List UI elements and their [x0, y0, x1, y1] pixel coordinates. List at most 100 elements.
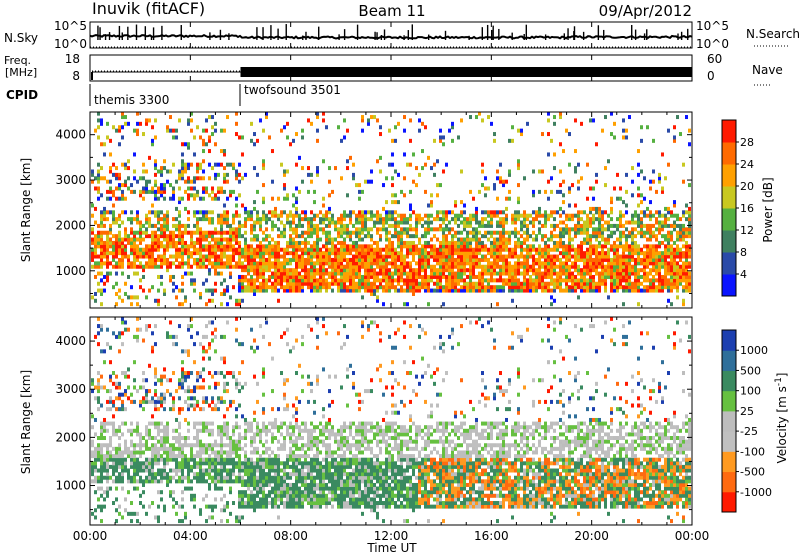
velocity-cell	[103, 505, 106, 509]
nsearch-tick-top: 10^5	[696, 19, 729, 33]
power-cell	[337, 258, 340, 262]
power-cell	[649, 251, 652, 255]
power-cell	[373, 115, 376, 119]
power-cell	[625, 282, 628, 286]
power-cell	[442, 255, 445, 259]
velocity-cell	[187, 349, 190, 353]
velocity-cell	[181, 490, 184, 494]
power-cell	[400, 221, 403, 225]
power-cell	[322, 278, 325, 282]
power-cell	[469, 251, 472, 255]
power-cell	[265, 238, 268, 242]
power-cell	[544, 214, 547, 218]
power-cell	[256, 238, 259, 242]
power-cell	[454, 204, 457, 208]
power-cell	[520, 251, 523, 255]
power-cell	[472, 214, 475, 218]
power-cell	[142, 169, 145, 173]
velocity-cell	[190, 389, 193, 393]
power-cell	[418, 285, 421, 289]
power-cell	[340, 248, 343, 252]
power-cell	[145, 261, 148, 265]
power-cell	[214, 251, 217, 255]
power-cell	[598, 227, 601, 231]
power-cell	[223, 289, 226, 293]
velocity-cell	[115, 508, 118, 512]
power-cell	[577, 248, 580, 252]
power-cell	[586, 217, 589, 221]
power-cell	[295, 272, 298, 276]
power-cell	[274, 289, 277, 293]
power-cell	[193, 244, 196, 248]
velocity-cell	[112, 461, 115, 465]
power-cell	[217, 265, 220, 269]
power-cell	[94, 255, 97, 259]
power-cell	[262, 282, 265, 286]
power-cell	[577, 251, 580, 255]
power-cell	[94, 251, 97, 255]
power-cell	[643, 244, 646, 248]
power-cell	[124, 234, 127, 238]
power-cell	[151, 142, 154, 146]
power-cell	[646, 248, 649, 252]
power-cell	[319, 217, 322, 221]
velocity-cell	[121, 465, 124, 469]
power-cell	[106, 234, 109, 238]
power-cell	[682, 251, 685, 255]
power-cell	[658, 265, 661, 269]
power-cell	[139, 238, 142, 242]
power-cell	[565, 255, 568, 259]
power-cell	[631, 289, 634, 293]
power-cell	[478, 224, 481, 228]
power-cell	[367, 180, 370, 184]
velocity-cell	[115, 447, 118, 451]
power-cell	[388, 251, 391, 255]
power-cell	[220, 302, 223, 306]
power-cell	[460, 255, 463, 259]
power-cell	[256, 210, 259, 214]
power-cell	[379, 255, 382, 259]
velocity-cell	[172, 371, 175, 375]
power-cell	[514, 268, 517, 272]
power-cell	[502, 258, 505, 262]
velocity-cell	[115, 487, 118, 491]
power-cell	[619, 234, 622, 238]
power-cell	[292, 193, 295, 197]
power-cell	[178, 234, 181, 238]
power-cell	[577, 272, 580, 276]
velocity-cell	[106, 443, 109, 447]
power-cell	[571, 244, 574, 248]
velocity-cell	[166, 472, 169, 476]
power-cell	[235, 302, 238, 306]
power-cell	[532, 272, 535, 276]
power-cell	[400, 190, 403, 194]
power-cell	[649, 248, 652, 252]
power-cell	[184, 190, 187, 194]
power-cell	[478, 285, 481, 289]
power-cell	[172, 241, 175, 245]
power-cell	[340, 282, 343, 286]
power-cell	[478, 272, 481, 276]
power-cell	[139, 227, 142, 231]
power-cell	[283, 272, 286, 276]
power-cell	[676, 214, 679, 218]
velocity-cell	[163, 447, 166, 451]
power-cell	[277, 241, 280, 245]
power-cell	[316, 278, 319, 282]
power-cell	[121, 183, 124, 187]
power-cell	[577, 295, 580, 299]
velocity-cell	[145, 440, 148, 444]
power-cell	[424, 214, 427, 218]
power-cell	[325, 224, 328, 228]
power-cell	[655, 289, 658, 293]
velocity-cell	[133, 487, 136, 491]
power-cell	[547, 282, 550, 286]
power-cell	[664, 265, 667, 269]
power-cell	[685, 255, 688, 259]
power-cell	[271, 227, 274, 231]
power-cell	[616, 275, 619, 279]
power-cell	[298, 244, 301, 248]
power-cell	[553, 268, 556, 272]
power-cell	[619, 261, 622, 265]
power-cell	[286, 244, 289, 248]
